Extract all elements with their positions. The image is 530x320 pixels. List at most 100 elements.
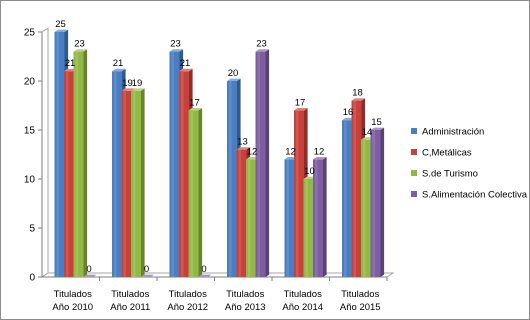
data-label: 21 — [113, 58, 124, 69]
bar-highlight — [363, 139, 366, 277]
bar-top — [255, 49, 270, 52]
bar-top — [121, 88, 136, 91]
category-label: Año 2015 — [340, 302, 381, 313]
bar-side — [380, 127, 385, 277]
bar-front — [303, 179, 314, 277]
bar-highlight — [56, 32, 59, 277]
bar-top — [112, 68, 126, 72]
category-label: Titulados — [341, 289, 379, 300]
data-label: 20 — [228, 68, 239, 79]
bar-top — [313, 157, 327, 160]
legend-label: Administración — [422, 127, 484, 138]
bar-highlight — [315, 159, 318, 277]
bar-front — [64, 71, 74, 277]
bar-front — [294, 110, 304, 278]
category-label: Titulados — [226, 289, 264, 300]
bar-top — [370, 127, 385, 130]
bar-side — [265, 49, 270, 278]
bars — [54, 29, 385, 278]
bar-front — [246, 159, 256, 277]
category-label: Titulados — [54, 289, 92, 300]
bar-highlight — [133, 90, 136, 277]
y-tick-label: 15 — [24, 126, 36, 137]
data-label: 0 — [144, 264, 149, 275]
bar-top — [140, 274, 155, 277]
y-tick-label: 20 — [24, 77, 36, 88]
bar-top — [294, 108, 308, 111]
bar-front — [227, 81, 237, 277]
bar-side — [323, 157, 327, 277]
bar-top — [351, 98, 366, 101]
bar-top — [83, 274, 97, 277]
bar-top — [227, 78, 241, 81]
data-label: 15 — [371, 117, 382, 128]
bar-front — [73, 51, 84, 277]
category-label: Año 2012 — [167, 302, 208, 313]
category-label: Año 2010 — [52, 302, 93, 313]
data-label: 19 — [132, 78, 143, 89]
data-label: 14 — [362, 127, 373, 138]
bar-front — [112, 71, 122, 277]
bar-highlight — [257, 51, 260, 277]
legend-label: S.Alimentación Colectiva — [422, 190, 528, 201]
data-label: 12 — [314, 146, 325, 157]
bar-top — [198, 274, 212, 277]
legend-label: S.de Turismo — [422, 169, 478, 180]
data-label: 18 — [352, 88, 363, 99]
bar-top — [169, 49, 184, 52]
data-label: 16 — [343, 107, 354, 118]
data-label: 0 — [86, 264, 91, 275]
bar-highlight — [296, 110, 299, 278]
data-labels: 2521230211919023211702013122312171012161… — [55, 19, 382, 275]
bar-top — [188, 108, 203, 111]
bar-front — [361, 139, 371, 277]
bar-highlight — [229, 81, 232, 277]
bar-front — [313, 159, 323, 277]
bar-highlight — [181, 71, 184, 277]
bar-highlight — [66, 71, 69, 277]
bar-highlight — [171, 51, 174, 277]
data-label: 25 — [55, 19, 66, 30]
bar-front — [54, 32, 65, 277]
side-wall — [41, 27, 49, 278]
bar-front — [370, 130, 381, 277]
data-label: 23 — [170, 39, 181, 50]
data-label: 17 — [189, 97, 200, 108]
data-label: 21 — [180, 58, 191, 69]
bar-front — [179, 71, 189, 277]
bar-front — [169, 51, 180, 277]
bar-front — [236, 149, 247, 277]
bar-highlight — [372, 130, 375, 277]
data-label: 12 — [285, 146, 296, 157]
bar-highlight — [286, 159, 289, 277]
data-label: 13 — [237, 137, 248, 148]
bar-top — [54, 29, 69, 32]
bar-highlight — [305, 179, 308, 277]
bar-front — [121, 90, 132, 277]
bar-highlight — [238, 149, 241, 277]
y-tick-label: 25 — [24, 28, 36, 39]
bar-top — [131, 88, 145, 91]
category-label: Titulados — [169, 289, 207, 300]
y-tick-label: 0 — [29, 273, 35, 284]
bar-front — [131, 90, 141, 277]
data-label: 23 — [256, 39, 267, 50]
bar-top — [236, 147, 251, 150]
category-label: Año 2013 — [225, 302, 266, 313]
category-label: Año 2014 — [282, 302, 323, 313]
bar-highlight — [353, 100, 356, 277]
y-tick-label: 10 — [24, 175, 36, 186]
data-label: 21 — [65, 58, 76, 69]
bar-highlight — [123, 90, 126, 277]
legend-swatch — [411, 149, 417, 155]
bar-front — [342, 120, 352, 277]
bar-front — [284, 159, 295, 277]
legend-swatch — [411, 191, 417, 197]
bar-side — [198, 108, 203, 277]
legend-swatch — [411, 170, 417, 176]
data-label: 19 — [122, 78, 133, 89]
category-label: Titulados — [284, 289, 322, 300]
bar-top — [73, 49, 88, 52]
